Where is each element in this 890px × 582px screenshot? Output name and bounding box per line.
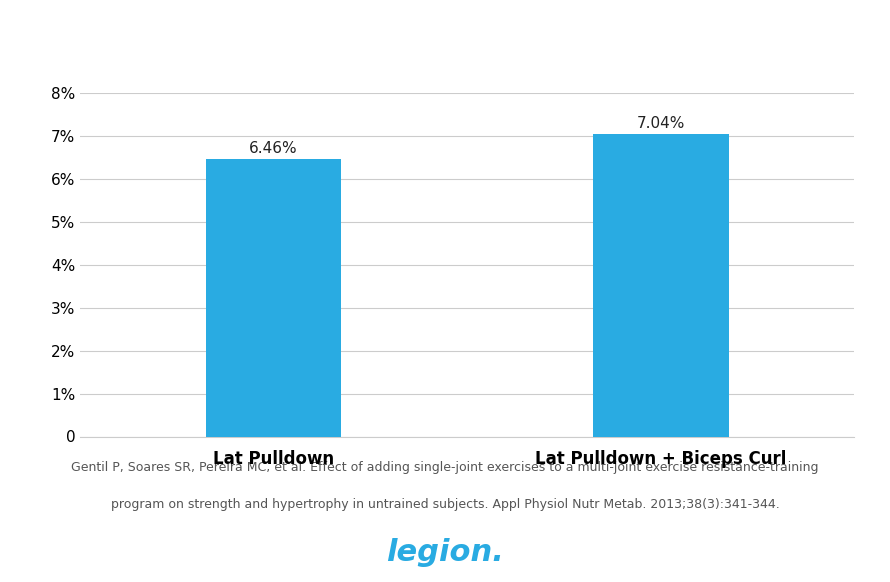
Text: 6.46%: 6.46% [249, 141, 298, 156]
Text: program on strength and hypertrophy in untrained subjects. Appl Physiol Nutr Met: program on strength and hypertrophy in u… [110, 498, 780, 512]
Bar [206, 159, 342, 436]
Text: Gentil P, Soares SR, Pereira MC, et al. Effect of adding single-joint exercises : Gentil P, Soares SR, Pereira MC, et al. … [71, 460, 819, 474]
Text: legion.: legion. [386, 538, 504, 567]
Text: 7.04%: 7.04% [636, 116, 685, 131]
Bar [593, 134, 729, 436]
Text: Changes in Biceps Thickness: Lat Pulldown vs. Lat Pulldown + Biceps Curl: Changes in Biceps Thickness: Lat Pulldow… [39, 29, 851, 47]
